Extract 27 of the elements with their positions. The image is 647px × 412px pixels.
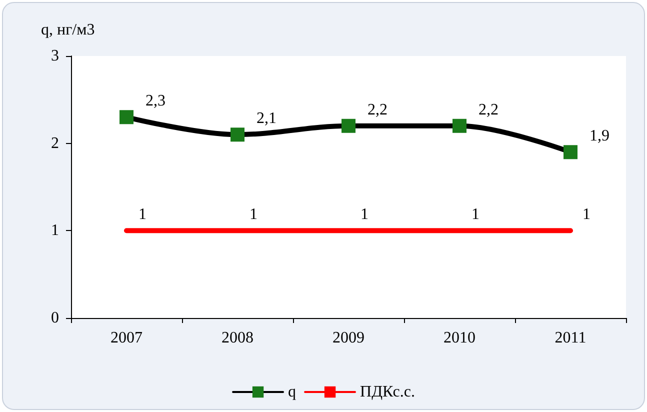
data-label: 1 <box>138 206 146 224</box>
data-label: 2,3 <box>146 92 166 110</box>
y-tick-label: 1 <box>51 222 59 240</box>
y-tick-label: 2 <box>51 134 59 152</box>
point <box>342 118 356 133</box>
data-label: 2,2 <box>368 101 388 118</box>
y-axis-title: q, нг/м3 <box>41 22 95 38</box>
legend-label: q <box>288 384 296 400</box>
x-tick-label: 2009 <box>332 330 364 346</box>
point <box>564 145 578 160</box>
point <box>120 110 134 124</box>
x-tick-label: 2008 <box>222 330 254 346</box>
y-tick-label: 3 <box>51 48 59 64</box>
data-label: 2,2 <box>478 101 498 118</box>
data-label: 1 <box>360 206 368 224</box>
x-tick-label: 2007 <box>110 330 142 346</box>
data-label: 1 <box>250 206 258 224</box>
data-label: 2,1 <box>256 110 276 128</box>
x-tick-label: 2010 <box>444 330 476 346</box>
data-label: 1 <box>472 206 480 224</box>
x-tick-label: 2011 <box>554 330 586 346</box>
legend-label: ПДКс.с. <box>360 384 415 400</box>
data-label: 1 <box>582 206 590 224</box>
data-label: 1,9 <box>590 128 610 145</box>
point <box>230 128 244 142</box>
point <box>452 118 466 133</box>
y-tick-label: 0 <box>51 310 59 326</box>
